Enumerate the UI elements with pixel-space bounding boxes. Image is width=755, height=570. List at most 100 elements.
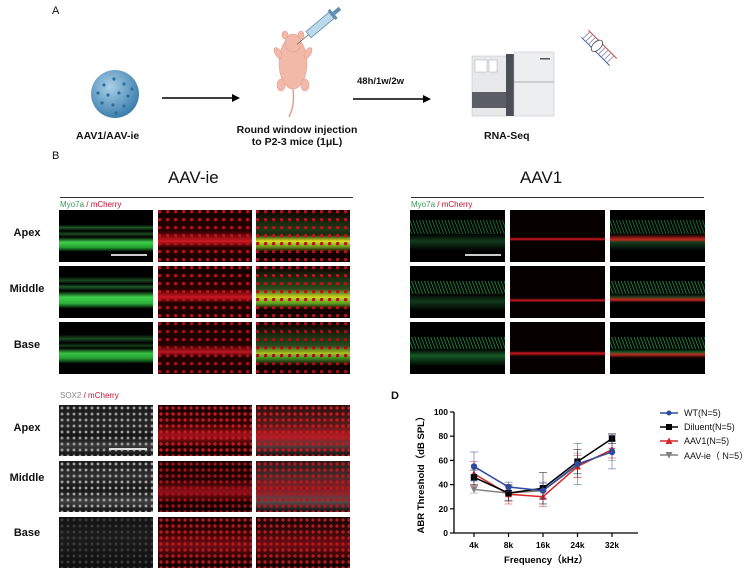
scale-bar: [111, 254, 147, 256]
divider: [60, 197, 353, 198]
panel-a-letter: A: [52, 5, 60, 17]
micrograph-mcherry-middle: [158, 461, 252, 512]
micrograph-aav-ie-apex-merge: [256, 210, 350, 262]
data-point: [539, 487, 547, 494]
x-tick-label: 16k: [536, 540, 550, 550]
group-title-aav-ie: AAV-ie: [168, 168, 219, 187]
stain-mcherry: mCherry: [90, 200, 122, 209]
y-tick-label: 40: [439, 480, 449, 490]
data-point: [470, 463, 478, 470]
row-label-base: Base: [13, 339, 41, 351]
injection-label-line2: to P2-3 mice (1μL): [251, 136, 343, 148]
row-label-middle: Middle: [9, 472, 45, 484]
micrograph-aav-ie-middle-merge: [256, 266, 350, 318]
legend-label: WT(N=5): [684, 408, 721, 418]
row-label-base: Base: [13, 527, 41, 539]
y-tick-label: 80: [439, 431, 449, 441]
y-tick-label: 20: [439, 504, 449, 514]
x-tick-label: 24k: [570, 540, 584, 550]
arrow-icon: [162, 90, 240, 108]
stain-legend-aav1: Myo7a / mCherry: [411, 200, 472, 209]
stain-mcherry: mCherry: [88, 391, 119, 400]
micrograph-sox2-base: [59, 517, 153, 568]
y-axis-label: ABR Threshold（dB SPL）: [415, 412, 427, 534]
stain-sox2: SOX2: [60, 391, 82, 400]
stain-legend-sox2: SOX2 / mCherry: [60, 391, 119, 400]
stain-separator: /: [83, 391, 86, 400]
legend-item-aav-ie: AAV-ie（ N=5）: [660, 448, 748, 462]
injection-label-line1: Round window injection: [236, 124, 358, 136]
stain-myo7a: Myo7a: [411, 200, 436, 209]
micrograph-aav-ie-base-mcherry: [158, 322, 252, 374]
legend-label: Diluent(N=5): [684, 422, 735, 432]
micrograph-aav-ie-base-myo7a: [59, 322, 153, 374]
micrograph-aav1-apex-mcherry: [510, 210, 605, 262]
circle-marker-icon: [660, 410, 678, 416]
x-tick-label: 4k: [469, 540, 479, 550]
mouse-with-syringe-icon: [265, 5, 355, 120]
row-label-apex: Apex: [13, 422, 41, 434]
x-tick-label: 8k: [504, 540, 514, 550]
row-label-middle: Middle: [9, 283, 45, 295]
divider: [411, 197, 704, 198]
triangle-marker-icon: [660, 437, 678, 444]
scale-bar: [109, 448, 147, 450]
arrow-icon: [353, 91, 431, 109]
chart-legend: WT(N=5) Diluent(N=5) AAV1(N=5) AAV-ie（ N…: [660, 406, 748, 462]
micrograph-aav1-middle-myo7a: [410, 266, 505, 318]
y-tick-label: 0: [443, 528, 448, 538]
legend-label: AAV-ie（ N=5）: [684, 450, 749, 461]
stain-mcherry: mCherry: [441, 200, 473, 209]
legend-label: AAV1(N=5): [684, 436, 730, 446]
micrograph-sox2-apex: [59, 405, 153, 456]
line-chart: 0 20 40 60 80 100 4k 8k 16k 24k 32k Frequency（kHz） A…: [415, 407, 638, 566]
micrograph-aav1-base-mcherry: [510, 322, 605, 374]
rna-strand-icon: [566, 29, 618, 80]
square-marker-icon: [660, 424, 678, 430]
legend-item-aav1: AAV1(N=5): [660, 434, 748, 448]
y-tick-label: 60: [439, 455, 449, 465]
abr-threshold-chart: 0 20 40 60 80 100 4k 8k 16k 24k 32k Frequency（kHz） A…: [400, 395, 640, 566]
row-label-apex: Apex: [13, 227, 41, 239]
micrograph-aav-ie-apex-mcherry: [158, 210, 252, 262]
data-point: [470, 486, 478, 493]
legend-item-diluent: Diluent(N=5): [660, 420, 748, 434]
x-axis-label: Frequency（kHz）: [504, 554, 588, 565]
micrograph-aav-ie-middle-mcherry: [158, 266, 252, 318]
panel-b-letter: B: [52, 150, 60, 162]
legend-item-wt: WT(N=5): [660, 406, 748, 420]
micrograph-aav1-base-myo7a: [410, 322, 505, 374]
x-tick-label: 32k: [605, 540, 619, 550]
micrograph-aav1-middle-merge: [610, 266, 705, 318]
data-point: [574, 460, 581, 468]
micrograph-aav-ie-apex-myo7a: [59, 210, 153, 262]
micrograph-mcherry-apex: [158, 405, 252, 456]
group-title-aav1: AAV1: [520, 168, 563, 187]
injection-label: Round window injection to P2-3 mice (1μL…: [217, 124, 377, 148]
timepoints-label: 48h/1w/2w: [357, 76, 404, 87]
micrograph-aav1-apex-myo7a: [410, 210, 505, 262]
panel-d-letter: D: [391, 390, 399, 402]
micrograph-mcherry-base: [158, 517, 252, 568]
stain-myo7a: Myo7a: [60, 200, 85, 209]
data-point: [608, 448, 616, 456]
virus-particle-icon: [86, 65, 144, 123]
data-point: [505, 489, 512, 497]
micrograph-sox2-middle: [59, 461, 153, 512]
seq-label: RNA-Seq: [484, 130, 530, 142]
micrograph-aav-ie-base-merge: [256, 322, 350, 374]
micrograph-merge-base: [256, 517, 350, 568]
scale-bar: [465, 254, 501, 256]
micrograph-merge-middle: [256, 461, 350, 512]
y-tick-label: 100: [434, 407, 448, 417]
down-triangle-marker-icon: [660, 452, 678, 459]
virus-label: AAV1/AAV-ie: [76, 130, 140, 142]
stain-separator: /: [86, 200, 89, 209]
stain-legend-aav-ie: Myo7a / mCherry: [60, 200, 121, 209]
micrograph-merge-apex: [256, 405, 350, 456]
micrograph-aav1-apex-merge: [610, 210, 705, 262]
data-point: [505, 483, 512, 491]
micrograph-aav-ie-middle-myo7a: [59, 266, 153, 318]
sequencer-icon: [468, 48, 558, 118]
micrograph-aav1-middle-mcherry: [510, 266, 605, 318]
